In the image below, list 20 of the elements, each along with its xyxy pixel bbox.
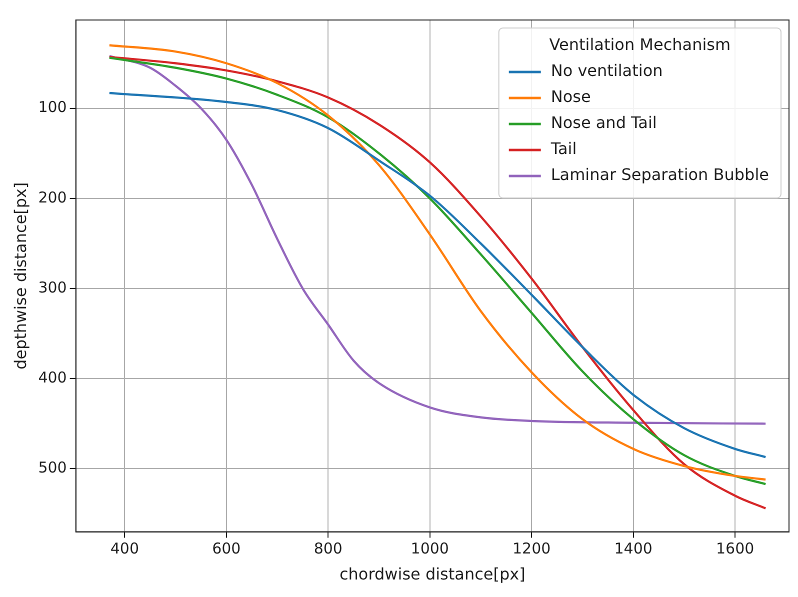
x-tick-label: 800 [314, 540, 342, 558]
y-tick-label: 300 [38, 278, 67, 296]
x-tick-label: 1000 [410, 540, 449, 558]
x-tick-label: 400 [110, 540, 139, 558]
y-axis-title: depthwise distance[px] [10, 182, 30, 370]
x-tick-label: 1200 [512, 540, 551, 558]
y-tick-label: 100 [38, 98, 67, 116]
x-tick-label: 1600 [716, 540, 754, 558]
x-axis-title: chordwise distance[px] [339, 564, 526, 584]
legend-label: No ventilation [550, 61, 663, 80]
x-tick-label: 600 [212, 540, 241, 558]
y-tick-label: 200 [38, 188, 67, 206]
legend-title: Ventilation Mechanism [549, 35, 731, 54]
y-tick-label: 400 [38, 368, 67, 387]
legend-label: Laminar Separation Bubble [550, 165, 769, 184]
legend-label: Nose and Tail [550, 113, 657, 132]
legend-label: Tail [550, 139, 577, 158]
x-tick-label: 1400 [614, 540, 652, 558]
legend-label: Nose [550, 87, 591, 106]
y-tick-label: 500 [38, 458, 67, 477]
